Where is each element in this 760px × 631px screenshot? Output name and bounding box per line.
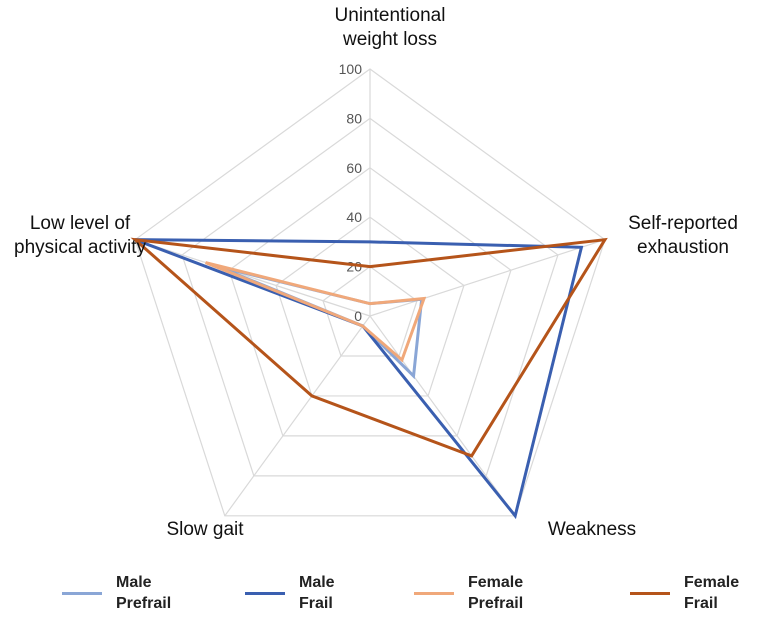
grid-spoke-4 (134, 239, 371, 317)
legend-swatch-male-frail (245, 591, 285, 595)
tick-label-60: 60 (346, 160, 362, 176)
tick-label-40: 40 (346, 209, 362, 225)
legend-item-male-frail: Male Frail (245, 572, 335, 614)
radar-chart: 0 20 40 60 80 100 (130, 61, 608, 520)
legend-item-male-prefrail: Male Prefrail (62, 572, 171, 614)
grid-ring-5 (134, 68, 606, 517)
series-female-frail (130, 237, 608, 458)
grid-ring-4 (181, 117, 559, 477)
legend-item-female-frail: Female Frail (630, 572, 739, 614)
grid-spoke-1 (369, 239, 606, 317)
tick-label-0: 0 (354, 308, 362, 324)
series-female-prefrail (205, 261, 427, 363)
axis-label-slow-gait: Slow gait (166, 519, 244, 540)
legend-label-female-prefrail: Female Prefrail (468, 574, 524, 612)
tick-label-80: 80 (346, 110, 362, 126)
legend-label-male-prefrail: Male Prefrail (116, 574, 172, 612)
grid-spoke-2 (369, 315, 516, 517)
legend-swatch-female-prefrail (414, 591, 454, 595)
grid-spoke-3 (224, 315, 371, 517)
axis-label-weakness: Weakness (547, 519, 637, 540)
legend-item-female-prefrail: Female Prefrail (414, 572, 523, 614)
legend-label-male-frail: Male Frail (299, 574, 335, 612)
axis-label-exhaustion: Self-reported exhaustion (628, 213, 738, 258)
legend-swatch-female-frail (630, 591, 670, 595)
chart-legend: Male Prefrail Male Frail Female Prefrail… (0, 572, 760, 631)
tick-label-20: 20 (346, 259, 362, 275)
legend-label-female-frail: Female Frail (684, 574, 740, 612)
grid-ring-2 (275, 216, 465, 397)
legend-swatch-male-prefrail (62, 591, 102, 595)
axis-label-physical-activity: Low level of physical activity (14, 213, 146, 258)
tick-label-100: 100 (339, 61, 363, 77)
axis-label-weight-loss: Unintentional weight loss (334, 5, 446, 50)
series-male-frail (134, 238, 584, 520)
